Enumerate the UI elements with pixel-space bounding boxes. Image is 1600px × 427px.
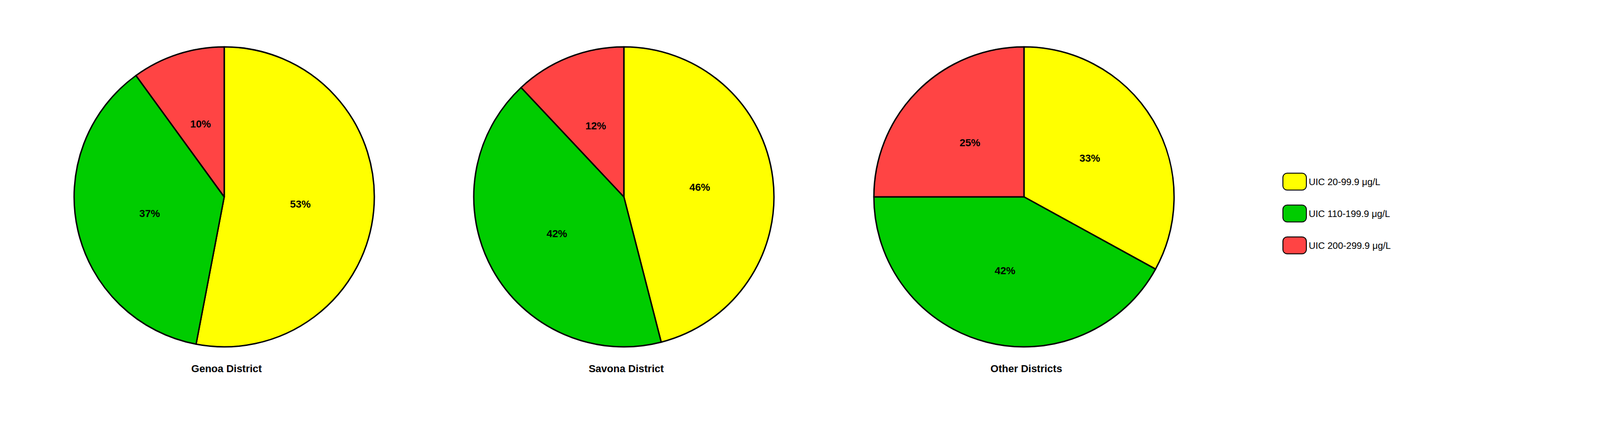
svg-text:53%: 53%: [289, 198, 311, 211]
svg-text:Savona District: Savona District: [588, 363, 665, 375]
svg-text:UIC 110-199.9 μg/L: UIC 110-199.9 μg/L: [1308, 208, 1390, 220]
svg-text:42%: 42%: [994, 265, 1016, 277]
svg-text:42%: 42%: [546, 227, 568, 240]
svg-text:Genoa District: Genoa District: [191, 363, 263, 375]
svg-text:37%: 37%: [139, 207, 160, 220]
svg-text:33%: 33%: [1079, 152, 1100, 165]
svg-text:UIC 200-299.9 μg/L: UIC 200-299.9 μg/L: [1308, 240, 1391, 251]
svg-text:46%: 46%: [689, 181, 711, 194]
svg-text:UIC 20-99.9 μg/L: UIC 20-99.9 μg/L: [1308, 176, 1381, 188]
svg-text:10%: 10%: [190, 118, 212, 130]
svg-text:12%: 12%: [585, 120, 607, 132]
svg-text:25%: 25%: [959, 136, 981, 149]
svg-text:Other Districts: Other Districts: [990, 363, 1063, 375]
